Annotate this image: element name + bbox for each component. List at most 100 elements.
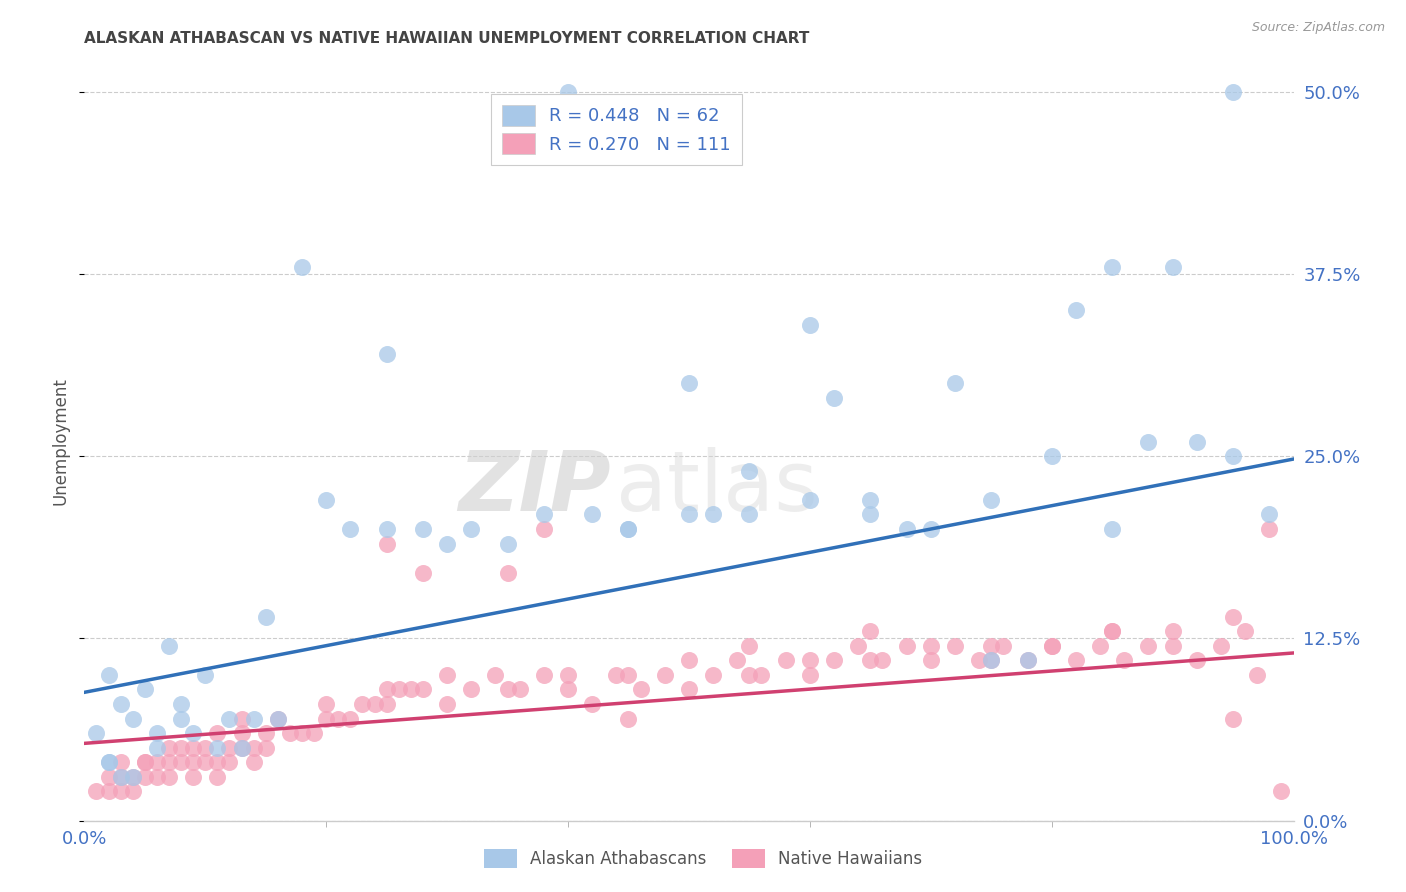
- Point: [375, 697, 398, 711]
- Point: [436, 668, 458, 682]
- Point: [134, 756, 156, 770]
- Point: [1270, 784, 1292, 798]
- Point: [496, 536, 519, 550]
- Point: [1040, 449, 1063, 463]
- Point: [194, 756, 217, 770]
- Point: [617, 522, 640, 536]
- Point: [412, 522, 434, 536]
- Point: [859, 653, 882, 667]
- Point: [110, 756, 132, 770]
- Point: [207, 756, 229, 770]
- Point: [207, 726, 229, 740]
- Point: [1161, 639, 1184, 653]
- Text: ZIP: ZIP: [458, 447, 610, 527]
- Point: [678, 508, 700, 522]
- Point: [859, 624, 882, 639]
- Point: [242, 740, 264, 755]
- Point: [170, 740, 193, 755]
- Point: [980, 653, 1002, 667]
- Point: [533, 508, 555, 522]
- Point: [738, 508, 761, 522]
- Point: [738, 639, 761, 653]
- Point: [339, 522, 361, 536]
- Point: [1040, 639, 1063, 653]
- Point: [617, 522, 640, 536]
- Point: [436, 536, 458, 550]
- Point: [1234, 624, 1257, 639]
- Point: [1161, 260, 1184, 274]
- Point: [617, 668, 640, 682]
- Point: [207, 770, 229, 784]
- Point: [375, 522, 398, 536]
- Point: [943, 639, 966, 653]
- Point: [194, 668, 217, 682]
- Legend: Alaskan Athabascans, Native Hawaiians: Alaskan Athabascans, Native Hawaiians: [477, 842, 929, 875]
- Point: [412, 566, 434, 580]
- Text: Source: ZipAtlas.com: Source: ZipAtlas.com: [1251, 21, 1385, 34]
- Point: [218, 756, 240, 770]
- Point: [121, 712, 143, 726]
- Point: [134, 756, 156, 770]
- Point: [581, 508, 603, 522]
- Point: [231, 726, 253, 740]
- Point: [97, 770, 120, 784]
- Point: [509, 682, 531, 697]
- Point: [242, 712, 264, 726]
- Point: [738, 668, 761, 682]
- Point: [110, 770, 132, 784]
- Point: [1185, 653, 1208, 667]
- Point: [967, 653, 990, 667]
- Point: [1222, 85, 1244, 99]
- Point: [1246, 668, 1268, 682]
- Point: [460, 522, 482, 536]
- Point: [823, 391, 845, 405]
- Point: [291, 260, 314, 274]
- Point: [799, 668, 821, 682]
- Point: [617, 712, 640, 726]
- Point: [993, 639, 1015, 653]
- Y-axis label: Unemployment: Unemployment: [52, 377, 70, 506]
- Point: [86, 726, 108, 740]
- Point: [484, 668, 506, 682]
- Point: [896, 639, 918, 653]
- Point: [859, 508, 882, 522]
- Point: [846, 639, 869, 653]
- Point: [1161, 624, 1184, 639]
- Legend: R = 0.448   N = 62, R = 0.270   N = 111: R = 0.448 N = 62, R = 0.270 N = 111: [491, 95, 741, 165]
- Point: [557, 668, 579, 682]
- Point: [725, 653, 748, 667]
- Point: [557, 85, 579, 99]
- Point: [278, 726, 301, 740]
- Point: [1137, 434, 1160, 449]
- Point: [605, 668, 627, 682]
- Point: [121, 770, 143, 784]
- Point: [267, 712, 290, 726]
- Point: [751, 668, 773, 682]
- Point: [1064, 303, 1087, 318]
- Point: [775, 653, 797, 667]
- Point: [181, 726, 204, 740]
- Point: [339, 712, 361, 726]
- Point: [231, 712, 253, 726]
- Point: [194, 740, 217, 755]
- Point: [328, 712, 350, 726]
- Point: [920, 653, 942, 667]
- Point: [121, 770, 143, 784]
- Point: [157, 740, 180, 755]
- Point: [1040, 639, 1063, 653]
- Point: [146, 770, 169, 784]
- Point: [533, 668, 555, 682]
- Point: [980, 492, 1002, 507]
- Point: [1101, 624, 1123, 639]
- Point: [375, 536, 398, 550]
- Point: [218, 740, 240, 755]
- Point: [799, 492, 821, 507]
- Point: [702, 508, 724, 522]
- Point: [1185, 434, 1208, 449]
- Point: [533, 522, 555, 536]
- Point: [896, 522, 918, 536]
- Point: [1088, 639, 1111, 653]
- Point: [678, 653, 700, 667]
- Point: [1017, 653, 1039, 667]
- Point: [315, 492, 337, 507]
